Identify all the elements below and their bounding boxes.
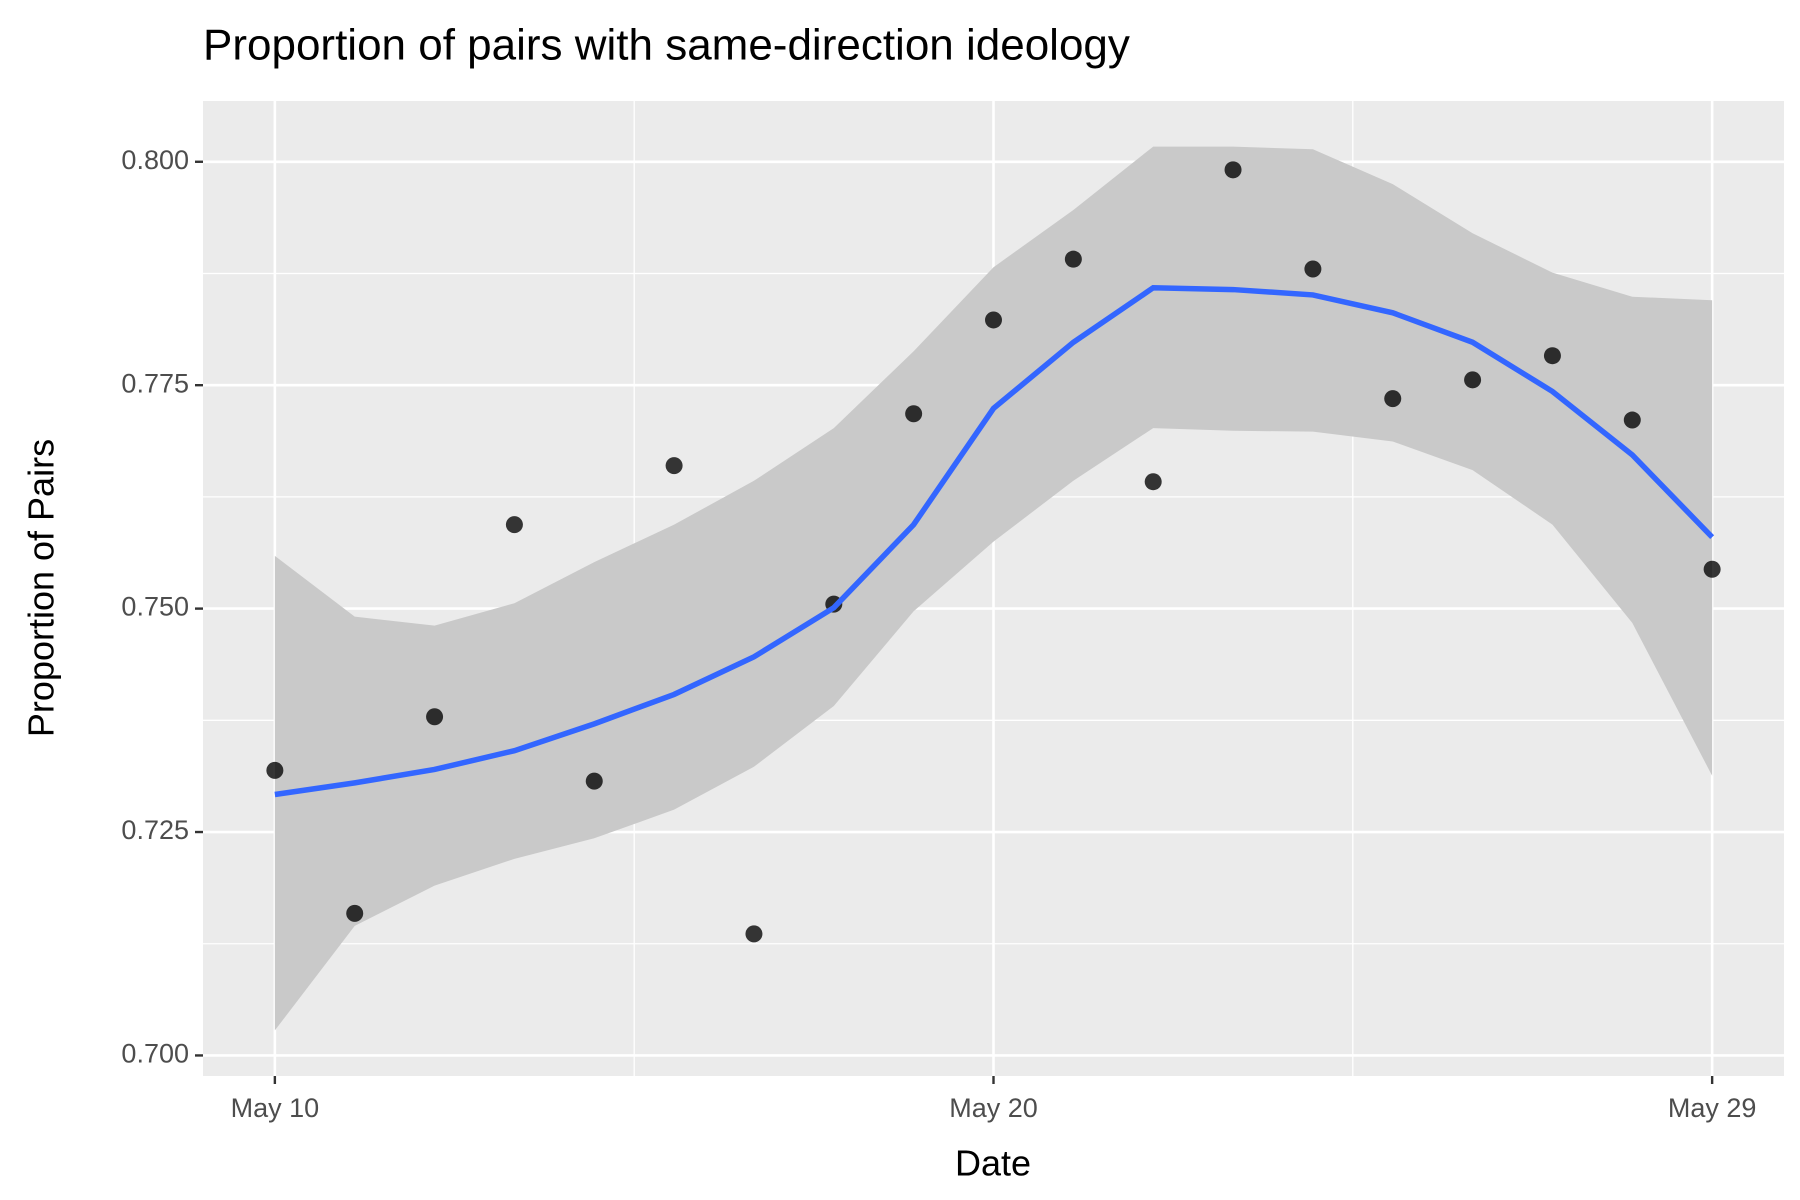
point: [1304, 260, 1322, 278]
point: [1543, 347, 1561, 365]
y-axis-title: Proportion of Pairs: [21, 439, 62, 737]
point: [346, 904, 364, 922]
point: [1703, 560, 1721, 578]
y-tick-label: 0.800: [121, 145, 189, 175]
point: [266, 761, 284, 779]
x-axis-title: Date: [955, 1143, 1031, 1184]
point: [985, 311, 1002, 329]
point: [505, 516, 523, 534]
y-tick-label: 0.775: [121, 368, 189, 398]
point: [905, 405, 923, 423]
chart-title: Proportion of pairs with same-direction …: [203, 21, 1130, 70]
point: [426, 708, 444, 726]
x-tick-label: May 10: [231, 1093, 320, 1123]
point: [1623, 411, 1641, 429]
confidence-band: [274, 146, 1713, 1031]
point: [1464, 371, 1482, 389]
x-tick-label: May 20: [949, 1093, 1038, 1123]
point: [745, 925, 763, 943]
y-tick-label: 0.725: [121, 815, 189, 845]
y-tick-label: 0.750: [121, 592, 189, 622]
point: [1384, 390, 1402, 408]
point: [665, 457, 683, 475]
point: [1224, 161, 1242, 179]
point: [1144, 473, 1162, 491]
smooth-line: [274, 285, 1715, 798]
x-tick-label: May 29: [1668, 1093, 1757, 1123]
point: [1064, 250, 1082, 268]
y-tick-label: 0.700: [121, 1039, 189, 1069]
point: [585, 772, 603, 790]
